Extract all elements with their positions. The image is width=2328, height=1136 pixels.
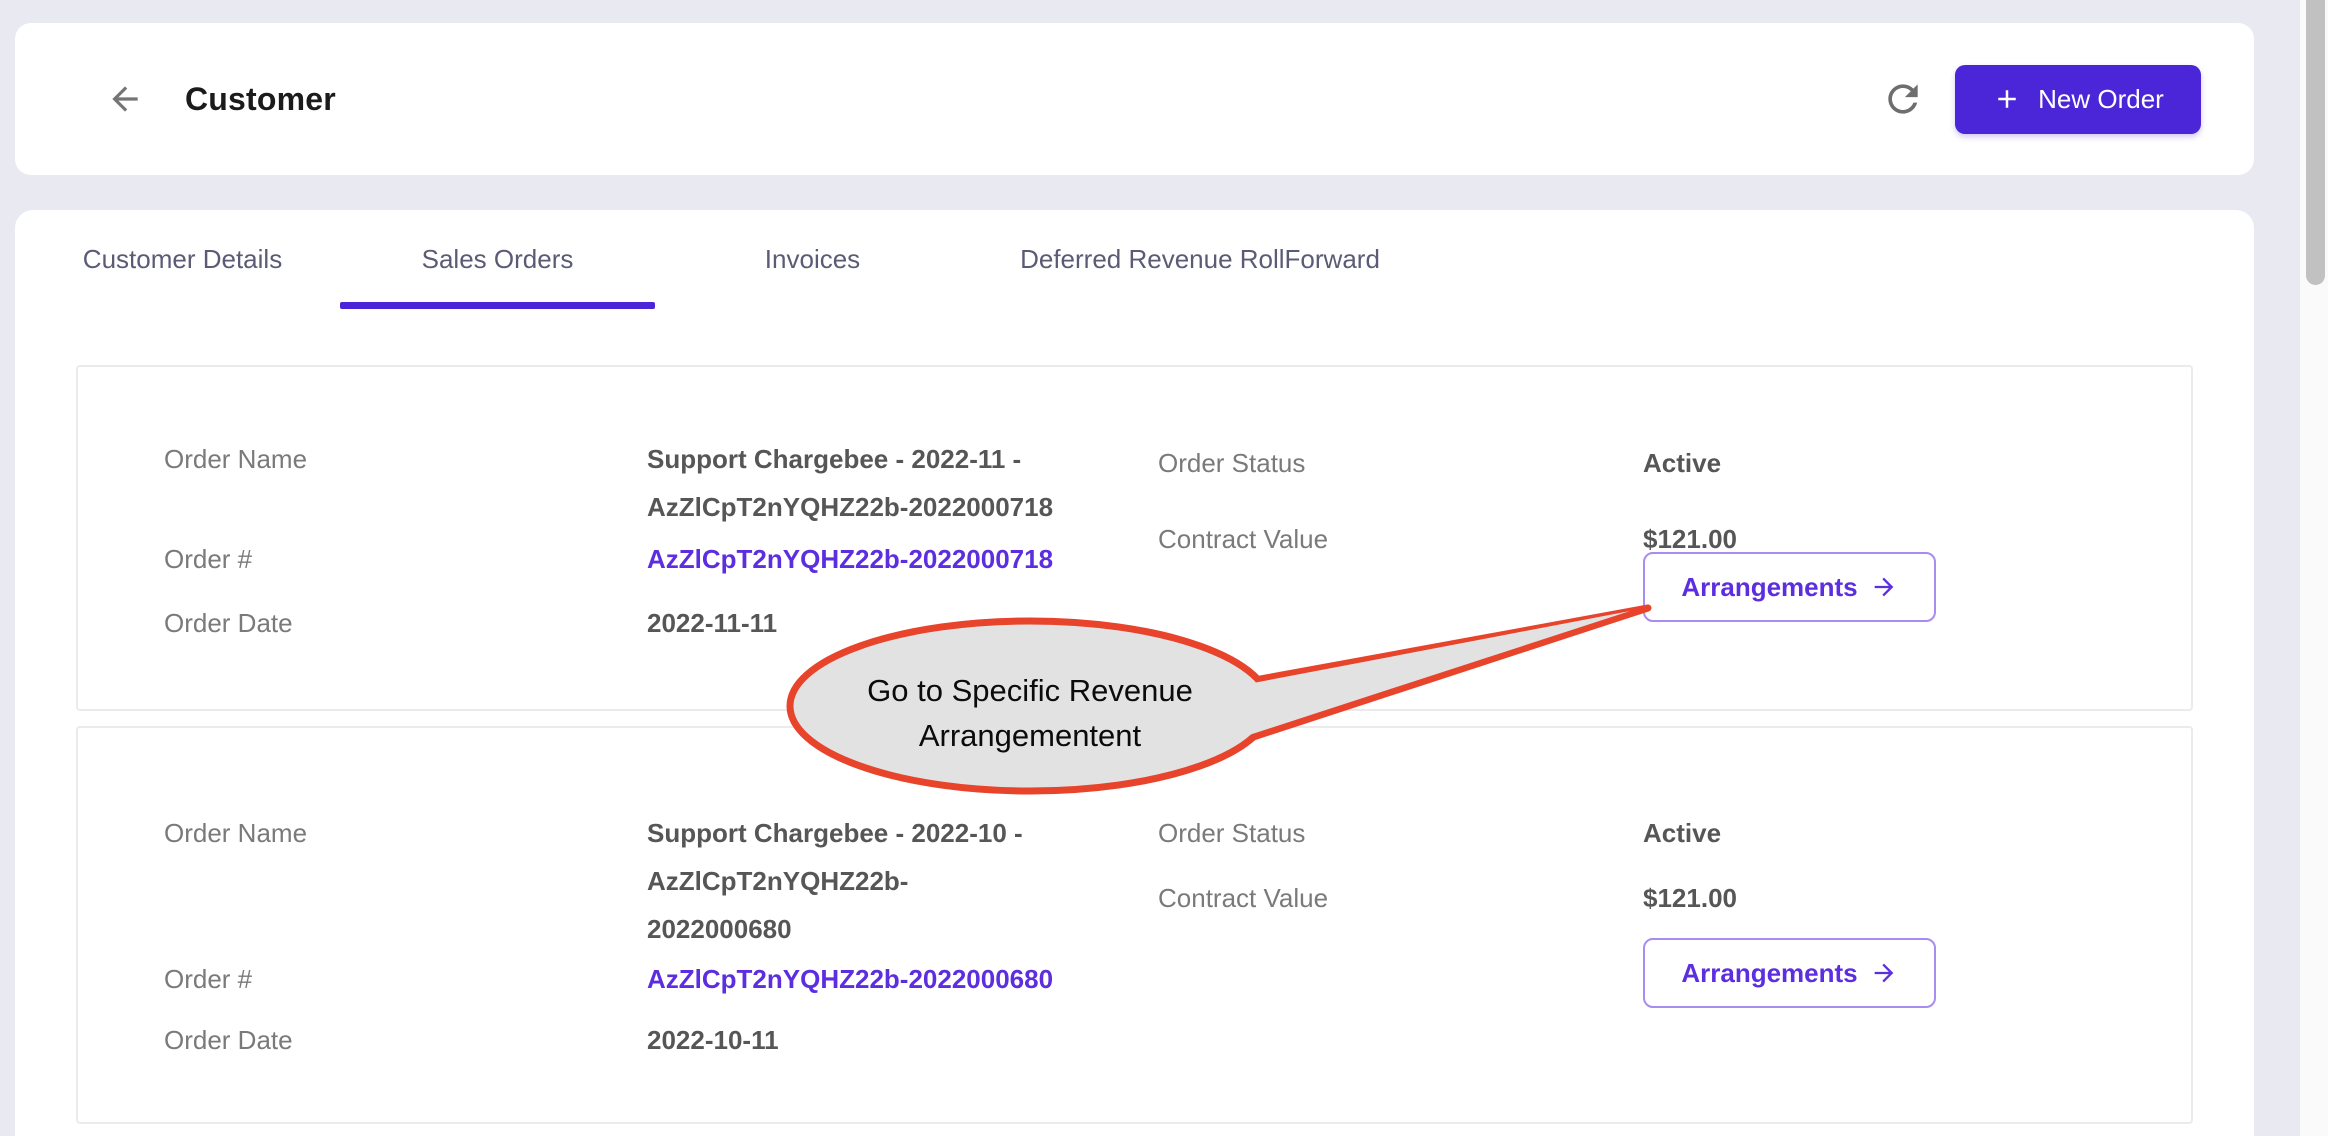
order-number-link[interactable]: AzZlCpT2nYQHZ22b-2022000718 xyxy=(647,544,1054,574)
order-status-value: Active xyxy=(1643,448,1722,478)
new-order-button[interactable]: New Order xyxy=(1955,64,2201,134)
arrangements-button[interactable]: Arrangements xyxy=(1643,938,1936,1008)
order-name-label: Order Name xyxy=(164,818,308,848)
tab-panel: Customer Details Sales Orders Invoices D… xyxy=(15,210,2254,1136)
refresh-button[interactable] xyxy=(1877,73,1929,125)
arrow-right-icon xyxy=(1870,573,1898,601)
arrangements-label: Arrangements xyxy=(1681,571,1858,602)
scrollbar-thumb[interactable] xyxy=(2306,0,2325,285)
tab-deferred-revenue-rollforward[interactable]: Deferred Revenue RollForward xyxy=(970,210,1430,309)
tab-sales-orders[interactable]: Sales Orders xyxy=(340,210,655,309)
scrollbar-track[interactable] xyxy=(2300,0,2328,1136)
header-bar: Customer New Order xyxy=(15,23,2254,175)
order-number-label: Order # xyxy=(164,964,253,994)
arrangements-button[interactable]: Arrangements xyxy=(1643,552,1936,622)
contract-value-value: $121.00 xyxy=(1643,524,1737,554)
order-status-value: Active xyxy=(1643,818,1722,848)
order-status-label: Order Status xyxy=(1158,448,1306,478)
order-date-value: 2022-10-11 xyxy=(647,1025,779,1055)
order-number-label: Order # xyxy=(164,544,253,574)
order-card-1: Order Name Support Chargebee - 2022-11 -… xyxy=(76,365,2193,711)
order-date-value: 2022-11-11 xyxy=(647,608,778,638)
order-name-label: Order Name xyxy=(164,444,308,474)
tab-bar: Customer Details Sales Orders Invoices D… xyxy=(25,210,2254,309)
order-date-label: Order Date xyxy=(164,1025,293,1055)
arrow-left-icon xyxy=(106,80,144,118)
arrangements-label: Arrangements xyxy=(1681,957,1858,988)
order-name-value: Support Chargebee - 2022-11 - AzZlCpT2nY… xyxy=(647,444,1054,522)
refresh-icon xyxy=(1881,77,1925,121)
order-card-2: Order Name Support Chargebee - 2022-10 -… xyxy=(76,726,2193,1124)
back-button[interactable] xyxy=(103,77,147,121)
arrow-right-icon xyxy=(1870,959,1898,987)
new-order-label: New Order xyxy=(2038,83,2164,114)
tab-invoices[interactable]: Invoices xyxy=(655,210,970,309)
contract-value-value: $121.00 xyxy=(1643,883,1737,913)
contract-value-label: Contract Value xyxy=(1158,524,1329,554)
contract-value-label: Contract Value xyxy=(1158,883,1329,913)
page-title: Customer xyxy=(185,80,336,117)
tab-customer-details[interactable]: Customer Details xyxy=(25,210,340,309)
order-status-label: Order Status xyxy=(1158,818,1306,848)
order-number-link[interactable]: AzZlCpT2nYQHZ22b-2022000680 xyxy=(647,964,1054,994)
plus-icon xyxy=(1992,84,2022,114)
order-name-value: Support Chargebee - 2022-10 - AzZlCpT2nY… xyxy=(647,818,1023,944)
order-date-label: Order Date xyxy=(164,608,293,638)
